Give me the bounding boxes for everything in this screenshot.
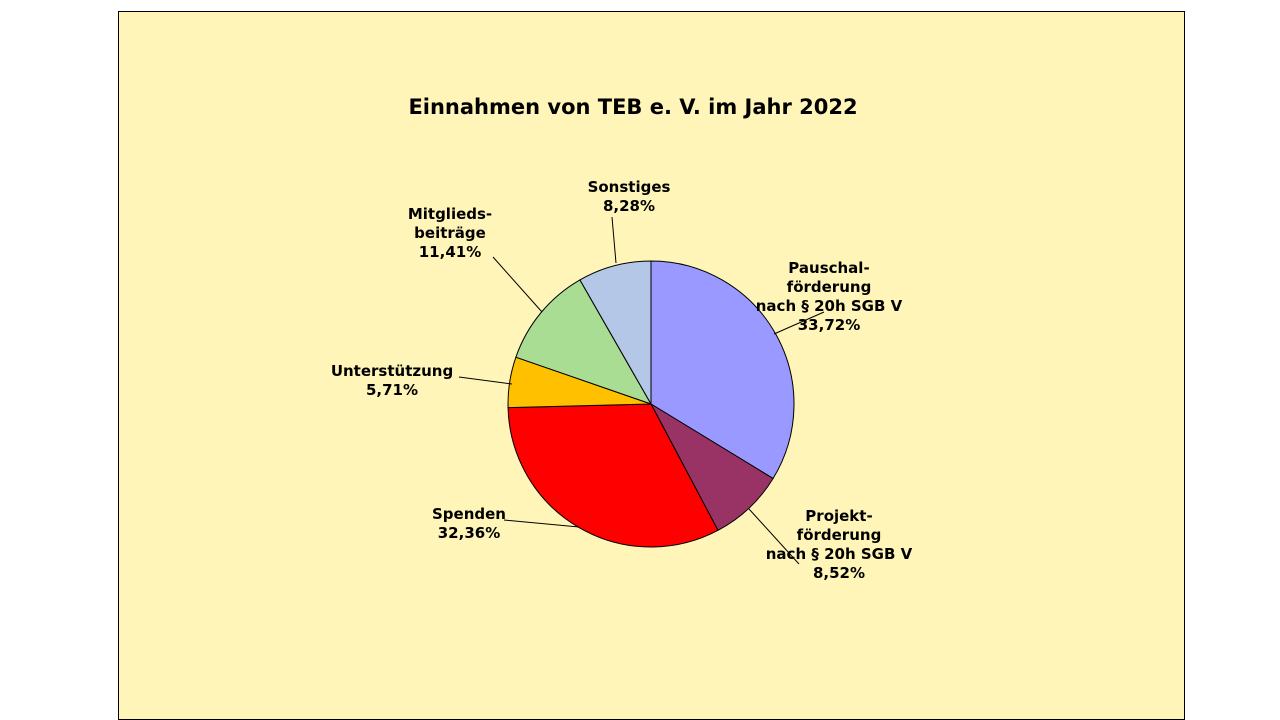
slice-name-label: förderung [797,526,882,544]
slice-percent-label: 8,52% [813,564,865,582]
slice-name-label: nach § 20h SGB V [756,297,903,315]
leader-line-3 [503,519,580,528]
leader-line-4 [458,376,513,385]
slice-percent-label: 32,36% [438,524,500,542]
pie-chart: Einnahmen von TEB e. V. im Jahr 2022 Pau… [331,95,913,582]
pie-slice-5 [515,279,653,405]
slice-percent-label: 11,41% [419,243,481,261]
pie-slice-1 [650,260,795,480]
leader-lines [458,216,825,565]
leader-line-1 [773,311,825,335]
slice-name-label: förderung [787,278,872,296]
slice-percent-label: 8,28% [603,197,655,215]
slice-label-5: Mitglieds-beiträge 11,41% [408,205,492,261]
slice-percent-label: 33,72% [798,316,860,334]
slice-name-label: Mitglieds- [408,205,492,223]
pie-slices [507,260,795,548]
slice-label-2: Projekt-förderung nach § 20h SGB V 8,52% [766,507,913,582]
slice-percent-label: 5,71% [366,381,418,399]
slice-labels: Pauschal-förderung nach § 20h SGB V 33,72%… [331,178,913,582]
slice-name-label: Sonstiges [588,178,671,196]
slice-name-label: beiträge [414,224,486,242]
leader-line-6 [611,216,617,264]
chart-area: Einnahmen von TEB e. V. im Jahr 2022 Pau… [118,11,1185,720]
slice-name-label: Projekt- [805,507,872,525]
leader-line-5 [492,256,543,313]
slice-name-label: Unterstützung [331,362,453,380]
leader-line-2 [748,508,800,565]
pie-slice-6 [579,260,652,406]
slice-label-4: Unterstützung 5,71% [331,362,453,399]
chart-title: Einnahmen von TEB e. V. im Jahr 2022 [408,95,857,119]
slice-label-6: Sonstiges 8,28% [588,178,671,215]
slice-label-1: Pauschal-förderung nach § 20h SGB V 33,72% [756,259,903,334]
slice-name-label: nach § 20h SGB V [766,545,913,563]
slice-name-label: Pauschal- [788,259,869,277]
slice-name-label: Spenden [432,505,506,523]
slice-label-3: Spenden 32,36% [432,505,506,542]
